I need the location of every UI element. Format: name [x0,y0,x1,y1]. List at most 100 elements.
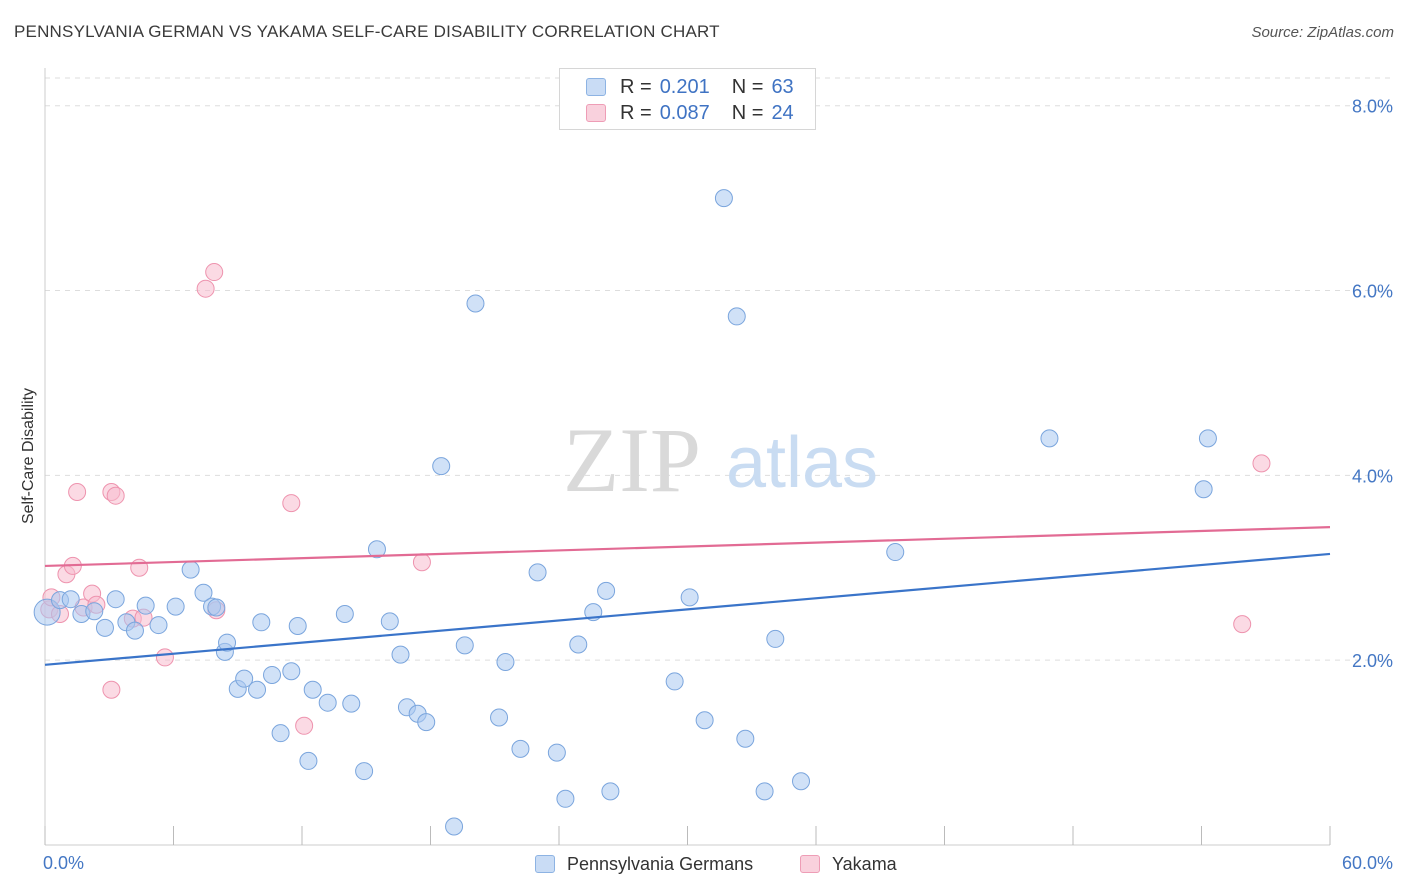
legend-r-value: 0.087 [659,101,710,124]
pennsylvania-germans-point [432,457,451,476]
legend-stats: R = 0.201 N = 63 R = 0.087 N = 24 [559,68,816,130]
pennsylvania-germans-point [95,618,114,637]
pennsylvania-germans-point [299,751,318,770]
watermark-atlas: atlas [726,423,878,503]
pennsylvania-germans-point [136,596,155,615]
pennsylvania-germans-point [1198,429,1217,448]
yakama-trend-line [44,526,1331,568]
yakama-point [106,486,125,505]
legend-swatch-blue [535,855,555,873]
pennsylvania-germans-point [445,817,464,836]
legend-row-pennsylvania-germans: R = 0.201 N = 63 [586,75,794,99]
source-credit: Source: ZipAtlas.com [1251,24,1394,41]
pennsylvania-germans-point [252,613,271,632]
pennsylvania-germans-point [235,669,254,688]
pennsylvania-germans-point [125,621,144,640]
pennsylvania-germans-point [271,724,290,743]
chart-title: PENNSYLVANIA GERMAN VS YAKAMA SELF-CARE … [14,22,720,41]
pennsylvania-germans-point [207,598,226,617]
pennsylvania-germans-point [391,645,410,664]
yakama-point [68,482,87,501]
y-tick-label: 8.0% [1352,97,1393,117]
pennsylvania-germans-points [33,189,1217,836]
x-tick-labels: 0.0% 60.0% [43,853,1393,873]
legend-n-label: N = [731,101,764,124]
pennsylvania-germans-point [181,560,200,579]
legend-r-label: R = [620,101,652,124]
grid-lines [45,77,1392,661]
pennsylvania-germans-point [380,612,399,631]
pennsylvania-germans-point [665,672,684,691]
watermark: ZIP atlas [563,409,878,511]
pennsylvania-germans-point [149,616,168,635]
pennsylvania-germans-point [106,590,125,609]
pennsylvania-germans-point [886,543,905,562]
pennsylvania-germans-point [367,540,386,559]
legend-n-value: 24 [771,101,794,124]
pennsylvania-germans-point [1040,429,1059,448]
y-tick-labels: 2.0% 4.0% 6.0% 8.0% [1352,97,1393,671]
pennsylvania-germans-point [194,583,213,602]
pennsylvania-germans-point [248,680,267,699]
pennsylvania-germans-point [601,782,620,801]
pennsylvania-germans-point [490,708,509,727]
pennsylvania-germans-point [496,653,515,672]
pennsylvania-germans-point [597,581,616,600]
x-tick-label: 60.0% [1342,853,1393,873]
y-tick-label: 6.0% [1352,282,1393,302]
y-tick-label: 2.0% [1352,651,1393,671]
pennsylvania-germans-trend-line [44,552,1331,666]
pennsylvania-germans-point [569,635,588,654]
yakama-point [155,648,174,667]
yakama-point [205,263,224,282]
yakama-point [282,494,301,513]
pennsylvania-germans-point [342,694,361,713]
pennsylvania-germans-point [218,633,237,652]
pennsylvania-germans-point [766,629,785,648]
legend-swatch-pink [586,104,606,122]
pennsylvania-germans-point [736,729,755,748]
legend-r-label: R = [620,75,652,98]
pennsylvania-germans-point [417,713,436,732]
yakama-point [1233,615,1252,634]
legend-n-value: 63 [771,75,794,98]
pennsylvania-germans-point [85,602,104,621]
axes [44,68,1331,846]
pennsylvania-germans-point [714,189,733,208]
legend-swatch-blue [586,78,606,96]
pennsylvania-germans-point [61,590,80,609]
legend-swatch-pink [800,855,820,873]
yakama-point [412,553,431,572]
pennsylvania-germans-point [511,739,530,758]
pennsylvania-germans-point [547,743,566,762]
yakama-point [102,680,121,699]
pennsylvania-germans-point [1194,480,1213,499]
legend-label: Pennsylvania Germans [567,853,754,874]
legend-n-label: N = [731,75,764,98]
pennsylvania-germans-point [355,762,374,781]
legend-item-yakama: Yakama [800,852,897,876]
legend-r-value: 0.201 [659,75,710,98]
pennsylvania-germans-point [166,597,185,616]
pennsylvania-germans-point [528,563,547,582]
pennsylvania-germans-point [303,680,322,699]
pennsylvania-germans-point [755,782,774,801]
legend-label: Yakama [832,853,897,874]
trend-lines [44,526,1331,666]
y-tick-label: 4.0% [1352,466,1393,486]
y-axis-label: Self-Care Disability [20,388,37,524]
pennsylvania-germans-point [695,711,714,730]
pennsylvania-germans-point [727,307,746,326]
watermark-zip: ZIP [563,409,701,511]
x-tick-label: 0.0% [43,853,84,873]
legend-item-pennsylvania-germans: Pennsylvania Germans [535,852,753,876]
pennsylvania-germans-point [556,789,575,808]
pennsylvania-germans-point [263,665,282,684]
pennsylvania-germans-point [455,636,474,655]
pennsylvania-germans-point [335,604,354,623]
pennsylvania-germans-point [288,616,307,635]
pennsylvania-germans-point [282,662,301,681]
pennsylvania-germans-point [680,588,699,607]
yakama-point [196,279,215,298]
